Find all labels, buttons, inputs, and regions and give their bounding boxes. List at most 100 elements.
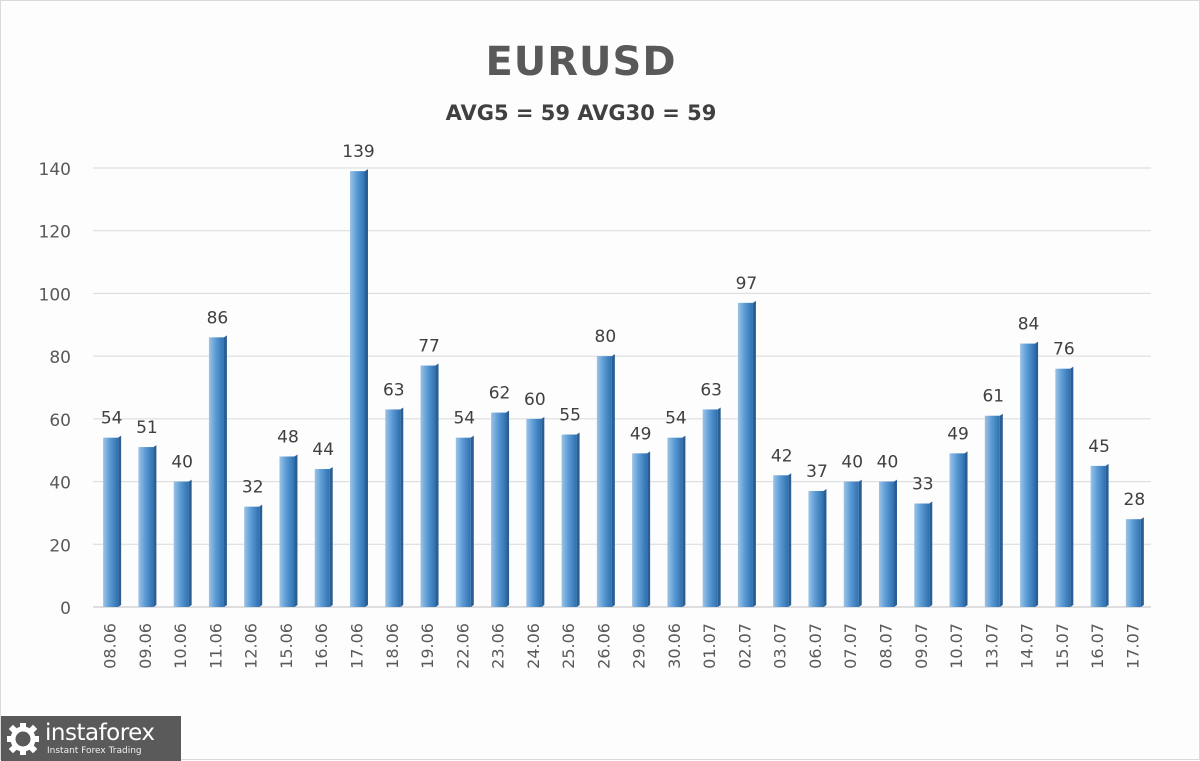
bar xyxy=(1125,519,1141,607)
x-tick-label: 08.06 xyxy=(101,623,120,669)
data-label: 84 xyxy=(1018,315,1040,335)
bar xyxy=(279,456,295,607)
bar xyxy=(843,481,859,607)
bar xyxy=(314,469,330,607)
x-tick-label: 15.07 xyxy=(1053,623,1072,669)
bar-shadow xyxy=(541,416,545,607)
bar xyxy=(596,356,612,607)
bar xyxy=(173,481,189,607)
x-tick-label: 06.07 xyxy=(806,623,825,669)
bar xyxy=(808,490,824,607)
data-label: 86 xyxy=(207,308,229,328)
x-tick-label: 02.07 xyxy=(735,623,754,669)
logo-tagline: Instant Forex Trading xyxy=(47,746,142,756)
data-label: 62 xyxy=(489,384,511,404)
y-tick-label: 20 xyxy=(49,536,71,556)
bar xyxy=(667,437,683,607)
gridlines xyxy=(93,167,1151,608)
bar xyxy=(138,447,154,607)
y-tick-label: 80 xyxy=(49,348,71,368)
x-tick-label: 18.06 xyxy=(383,623,402,669)
bar-shadow xyxy=(188,479,192,607)
data-label: 51 xyxy=(136,418,158,438)
bar-shadow xyxy=(647,451,651,607)
bar xyxy=(455,437,471,607)
data-label: 28 xyxy=(1124,490,1146,510)
y-tick-label: 0 xyxy=(60,599,71,619)
x-tick-label: 25.06 xyxy=(559,623,578,669)
bar-shadow xyxy=(858,479,862,607)
x-tick-label: 12.06 xyxy=(242,623,261,669)
data-label: 54 xyxy=(453,409,475,429)
bars xyxy=(103,169,1144,607)
bar xyxy=(385,409,401,607)
bar-shadow xyxy=(259,504,263,607)
bar xyxy=(244,506,260,607)
bar xyxy=(632,453,648,607)
data-label: 63 xyxy=(383,380,405,400)
bar-shadow xyxy=(329,467,333,607)
bar-shadow xyxy=(788,473,792,607)
bar-shadow xyxy=(118,435,122,607)
x-tick-label: 01.07 xyxy=(700,623,719,669)
bar-shadow xyxy=(400,407,404,607)
bar xyxy=(949,453,965,607)
bar xyxy=(491,412,507,607)
bar xyxy=(350,171,365,607)
data-label: 42 xyxy=(771,446,793,466)
bar-shadow xyxy=(435,363,439,607)
bar-shadow xyxy=(365,169,368,607)
x-tick-label: 10.07 xyxy=(947,623,966,669)
data-label: 97 xyxy=(736,274,758,294)
data-label: 45 xyxy=(1088,437,1110,457)
y-tick-label: 120 xyxy=(39,223,71,243)
data-label: 32 xyxy=(242,478,264,498)
data-label: 40 xyxy=(841,453,863,473)
data-label: 139 xyxy=(342,142,374,162)
bar-shadow xyxy=(682,435,686,607)
logo-name: instaforex xyxy=(45,720,155,746)
gear-logo-icon xyxy=(7,723,39,755)
chart-title: EURUSD xyxy=(485,39,677,85)
x-tick-label: 29.06 xyxy=(630,623,649,669)
data-label: 44 xyxy=(312,440,334,460)
bar-shadow xyxy=(223,335,227,607)
bar-shadow xyxy=(929,501,933,607)
data-label: 80 xyxy=(595,327,617,347)
y-axis-ticks: 0 20 40 60 80 100 120 140 xyxy=(39,160,71,619)
bar-shadow xyxy=(576,432,580,607)
bar xyxy=(773,475,789,607)
x-tick-label: 10.06 xyxy=(171,623,190,669)
bar-shadow xyxy=(153,445,157,607)
bar xyxy=(420,365,436,607)
y-tick-label: 40 xyxy=(49,474,71,494)
bar-shadow xyxy=(1140,517,1144,607)
bar xyxy=(103,437,119,607)
x-tick-label: 07.07 xyxy=(841,623,860,669)
chart-subtitle: AVG5 = 59 AVG30 = 59 xyxy=(445,101,717,125)
x-tick-label: 26.06 xyxy=(594,623,613,669)
x-tick-label: 23.06 xyxy=(489,623,508,669)
bar xyxy=(208,337,224,607)
x-tick-label: 08.07 xyxy=(877,623,896,669)
bar-shadow xyxy=(823,488,827,607)
data-label: 55 xyxy=(559,406,581,426)
x-tick-label: 19.06 xyxy=(418,623,437,669)
x-tick-label: 13.07 xyxy=(982,623,1001,669)
bar-shadow xyxy=(717,407,721,607)
data-label: 63 xyxy=(700,380,722,400)
bar xyxy=(1090,465,1106,607)
y-tick-label: 60 xyxy=(49,411,71,431)
bar-shadow xyxy=(470,435,474,607)
data-label: 76 xyxy=(1053,340,1075,360)
x-tick-label: 09.06 xyxy=(136,623,155,669)
x-tick-label: 30.06 xyxy=(665,623,684,669)
data-label: 49 xyxy=(947,424,969,444)
bar-shadow xyxy=(894,479,897,607)
data-label: 54 xyxy=(101,409,123,429)
x-tick-label: 15.06 xyxy=(277,623,296,669)
data-label: 61 xyxy=(982,387,1004,407)
bar xyxy=(561,434,577,607)
data-label: 49 xyxy=(630,424,652,444)
